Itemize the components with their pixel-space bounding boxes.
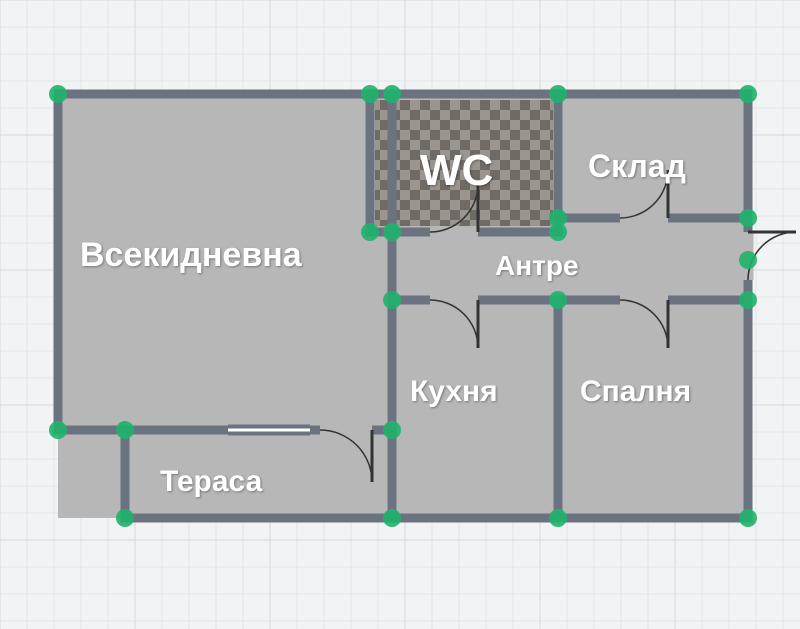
floorplan-svg	[0, 0, 800, 629]
wall-node[interactable]	[549, 509, 567, 527]
room-label-living: Всекидневна	[80, 236, 302, 275]
room-label-terrace: Тераса	[160, 465, 262, 499]
floorplan-canvas: Всекидневна WC Склад Антре Кухня Спалня Тераса	[0, 0, 800, 629]
room-label-kitchen: Кухня	[410, 375, 498, 409]
wall-node[interactable]	[549, 291, 567, 309]
wall-node[interactable]	[383, 509, 401, 527]
wall-node[interactable]	[739, 85, 757, 103]
wall-node[interactable]	[116, 509, 134, 527]
wall-node[interactable]	[549, 85, 567, 103]
wall-node[interactable]	[739, 251, 757, 269]
wall-node[interactable]	[739, 509, 757, 527]
wall-node[interactable]	[739, 209, 757, 227]
wall-node[interactable]	[116, 421, 134, 439]
wall-node[interactable]	[383, 85, 401, 103]
wall-node[interactable]	[739, 291, 757, 309]
wall-node[interactable]	[49, 421, 67, 439]
room-label-storage: Склад	[588, 148, 686, 185]
wall-node[interactable]	[49, 85, 67, 103]
wall-node[interactable]	[361, 85, 379, 103]
room-label-wc: WC	[420, 146, 493, 196]
room-label-hall: Антре	[495, 250, 579, 282]
wall-node[interactable]	[549, 209, 567, 227]
wall-node[interactable]	[383, 291, 401, 309]
wall-node[interactable]	[383, 421, 401, 439]
wall-node[interactable]	[383, 223, 401, 241]
wall-node[interactable]	[361, 223, 379, 241]
room-label-bedroom: Спалня	[580, 375, 691, 409]
